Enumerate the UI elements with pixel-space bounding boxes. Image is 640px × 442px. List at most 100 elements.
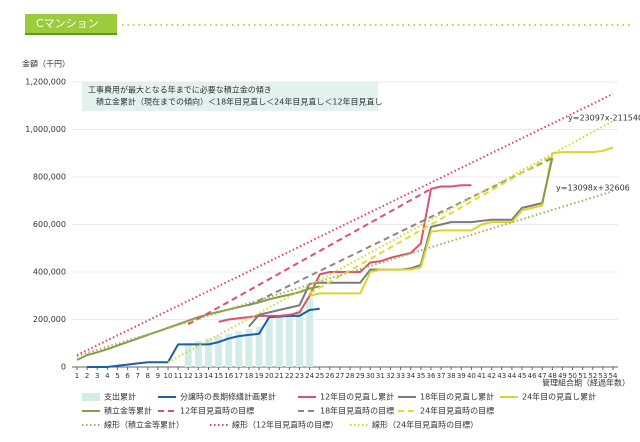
x-tick-label: 38 <box>447 372 456 380</box>
bar <box>184 343 192 367</box>
note: 工事費用が最大となる年までに必要な積立金の傾き <box>88 85 272 95</box>
legend-label: 18年目の見直し累計 <box>420 392 494 402</box>
bar <box>225 333 233 367</box>
x-tick-label: 54 <box>609 372 618 380</box>
y-tick-label: 400,000 <box>33 268 66 277</box>
x-tick-label: 28 <box>346 372 355 380</box>
series-line <box>218 184 472 323</box>
x-tick-label: 3 <box>95 372 99 380</box>
x-tick-label: 6 <box>125 372 130 380</box>
legend-label: 24年目見直時の目標 <box>420 406 494 416</box>
series-line <box>309 154 553 295</box>
x-tick-label: 50 <box>568 372 577 380</box>
legend-label: 分譲時の長期修繕計画累計 <box>180 392 276 402</box>
x-tick-label: 30 <box>366 372 375 380</box>
x-tick-label: 34 <box>406 372 415 380</box>
y-tick-label: 600,000 <box>33 220 66 229</box>
x-tick-label: 7 <box>135 372 139 380</box>
x-tick-label: 20 <box>265 372 274 380</box>
x-tick-label: 14 <box>204 372 213 380</box>
y-tick-label: 800,000 <box>33 173 66 182</box>
x-tick-label: 9 <box>156 372 160 380</box>
x-tick-label: 2 <box>85 372 89 380</box>
series-line <box>76 285 320 361</box>
x-tick-label: 12 <box>184 372 193 380</box>
x-tick-label: 48 <box>548 372 557 380</box>
x-tick-label: 53 <box>598 372 607 380</box>
bar <box>215 336 223 367</box>
note: 積立金累計（現在までの傾向）＜18年目見直し＜24年目見直し＜12年目見直し <box>96 97 383 107</box>
bar <box>295 310 303 367</box>
series-line <box>541 157 554 204</box>
bar <box>194 340 202 367</box>
series-line <box>309 146 614 297</box>
bar <box>245 329 253 367</box>
y-tick-label: 200,000 <box>33 315 66 324</box>
y-tick-label: 1,200,000 <box>25 78 66 87</box>
x-tick-label: 52 <box>588 372 597 380</box>
x-tick-label: 27 <box>335 372 344 380</box>
x-tick-label: 19 <box>255 372 264 380</box>
legend-label: 線形（24年目見直時の目標） <box>372 420 478 430</box>
series-line <box>248 157 553 307</box>
x-tick-label: 37 <box>437 372 446 380</box>
annotation: y=13098x+32606 <box>556 184 630 193</box>
legend-label: 24年目の見直し累計 <box>522 392 596 402</box>
bar <box>235 331 243 367</box>
x-tick-label: 16 <box>224 372 233 380</box>
legend-label: 線形（積立金等累計） <box>104 420 184 430</box>
chart-title: Cマンション <box>36 17 99 30</box>
x-tick-label: 15 <box>214 372 223 380</box>
annotation: y=23097x-211540 <box>568 114 640 123</box>
x-tick-label: 17 <box>234 372 243 380</box>
x-tick-label: 33 <box>396 372 405 380</box>
title-tab <box>25 14 117 34</box>
series-line <box>167 120 614 364</box>
x-tick-label: 39 <box>457 372 466 380</box>
x-axis-label: 管理組合期（経過年数） <box>542 378 630 388</box>
legend-swatch <box>82 393 100 401</box>
legend-label: 18年目見直時の目標 <box>320 406 394 416</box>
bar <box>306 298 314 367</box>
series-line <box>76 93 614 356</box>
y-axis-label: 金額（千円） <box>22 59 70 69</box>
x-tick-label: 26 <box>325 372 334 380</box>
legend-label: 12年目の見直し累計 <box>320 392 394 402</box>
x-tick-label: 18 <box>244 372 253 380</box>
x-tick-label: 46 <box>528 372 537 380</box>
bar <box>255 326 263 367</box>
y-tick-label: 1,000,000 <box>25 125 66 134</box>
bar <box>265 317 273 367</box>
x-tick-label: 10 <box>164 372 173 380</box>
x-tick-label: 51 <box>578 372 587 380</box>
x-tick-label: 24 <box>305 372 314 380</box>
x-tick-label: 41 <box>477 372 486 380</box>
x-tick-label: 13 <box>194 372 203 380</box>
x-tick-label: 36 <box>427 372 436 380</box>
x-tick-label: 29 <box>356 372 365 380</box>
x-tick-label: 49 <box>558 372 567 380</box>
x-tick-label: 11 <box>174 372 183 380</box>
x-tick-label: 25 <box>315 372 324 380</box>
x-tick-label: 31 <box>376 372 385 380</box>
x-tick-label: 40 <box>467 372 476 380</box>
note-box <box>82 82 378 111</box>
series-line <box>187 188 432 326</box>
legend-label: 12年目見直時の目標 <box>180 406 254 416</box>
x-tick-label: 44 <box>507 372 516 380</box>
x-tick-label: 23 <box>295 372 304 380</box>
x-tick-label: 22 <box>285 372 294 380</box>
x-tick-label: 32 <box>386 372 395 380</box>
legend-label: 支出累計 <box>104 392 136 402</box>
x-tick-label: 35 <box>416 372 425 380</box>
x-tick-label: 43 <box>497 372 506 380</box>
x-tick-label: 5 <box>115 372 119 380</box>
x-tick-label: 45 <box>518 372 527 380</box>
y-tick-label: 0 <box>61 363 66 372</box>
bar <box>275 317 283 367</box>
x-tick-label: 8 <box>146 372 150 380</box>
x-tick-label: 1 <box>75 372 79 380</box>
x-tick-label: 42 <box>487 372 496 380</box>
series-line <box>76 190 614 358</box>
